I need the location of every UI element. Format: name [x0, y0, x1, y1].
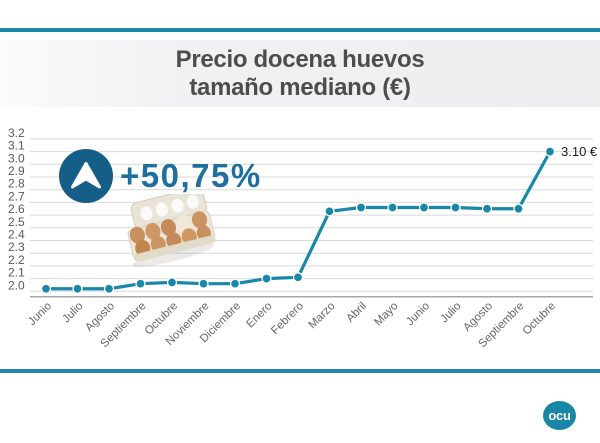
arrow-glyph — [71, 162, 101, 189]
page-title-line2: tamaño mediano (€) — [189, 73, 411, 101]
price-line-chart: 3.23.13.02.92.82.72.62.52.42.32.22.12.0J… — [8, 126, 598, 350]
data-point — [544, 146, 556, 157]
y-tick-label: 2.1 — [8, 266, 25, 280]
y-tick-label: 2.4 — [8, 228, 25, 242]
data-point — [418, 202, 430, 213]
y-tick-label: 2.2 — [8, 253, 25, 267]
egg-carton-illustration — [127, 194, 216, 267]
chart-area: 3.2 3.1 3.0 2.9 2.8 2.7 2.6 2.5 2.4 2.3 2.2 2.1 2.0 J… — [0, 118, 600, 365]
x-tick-label: Junio — [26, 300, 54, 328]
y-tick-label: 3.2 — [8, 126, 25, 140]
data-point — [387, 202, 398, 213]
data-point — [261, 273, 272, 284]
x-tick-label: Julio — [438, 300, 463, 325]
data-point — [355, 202, 367, 213]
bottom-divider-line — [0, 369, 600, 373]
x-tick-label: Octubre — [521, 300, 558, 337]
y-tick-label: 2.0 — [8, 278, 25, 292]
data-point — [513, 203, 524, 214]
header: Precio docena huevos tamaño mediano (€) — [0, 40, 600, 107]
top-divider-line — [0, 28, 600, 32]
data-point — [198, 278, 209, 289]
data-point — [292, 272, 304, 283]
data-point — [450, 202, 461, 213]
x-tick-label: Junio — [404, 300, 432, 328]
data-point — [135, 278, 146, 289]
y-tick-label: 2.3 — [8, 240, 25, 254]
y-tick-label: 2.8 — [8, 177, 25, 191]
data-point — [166, 277, 178, 288]
x-tick-label: Abril — [344, 300, 369, 325]
data-point — [103, 283, 115, 294]
x-tick-label: Marzo — [307, 300, 338, 331]
end-value-label: 3.10 € — [561, 144, 598, 159]
y-tick-label: 3.1 — [8, 139, 25, 153]
data-point — [324, 206, 335, 217]
y-tick-label: 2.6 — [8, 202, 25, 216]
data-point — [72, 283, 83, 294]
data-point — [229, 278, 241, 289]
x-tick-label: Mayo — [372, 300, 400, 328]
x-tick-label: Febrero — [269, 300, 306, 337]
y-tick-label: 2.5 — [8, 215, 25, 229]
y-tick-label: 2.7 — [8, 189, 25, 203]
percent-increase-label: +50,75% — [120, 157, 262, 194]
page-title-line1: Precio docena huevos — [175, 45, 425, 73]
y-tick-label: 3.0 — [8, 151, 25, 165]
data-point — [40, 283, 52, 294]
ocu-logo-text: ocu — [548, 408, 571, 423]
x-tick-label: Julio — [60, 300, 85, 325]
data-point — [481, 203, 493, 214]
arrow-up-icon — [59, 149, 113, 203]
y-tick-label: 2.9 — [8, 164, 25, 178]
ocu-logo: ocu — [543, 401, 576, 430]
x-tick-label: Enero — [244, 300, 274, 330]
